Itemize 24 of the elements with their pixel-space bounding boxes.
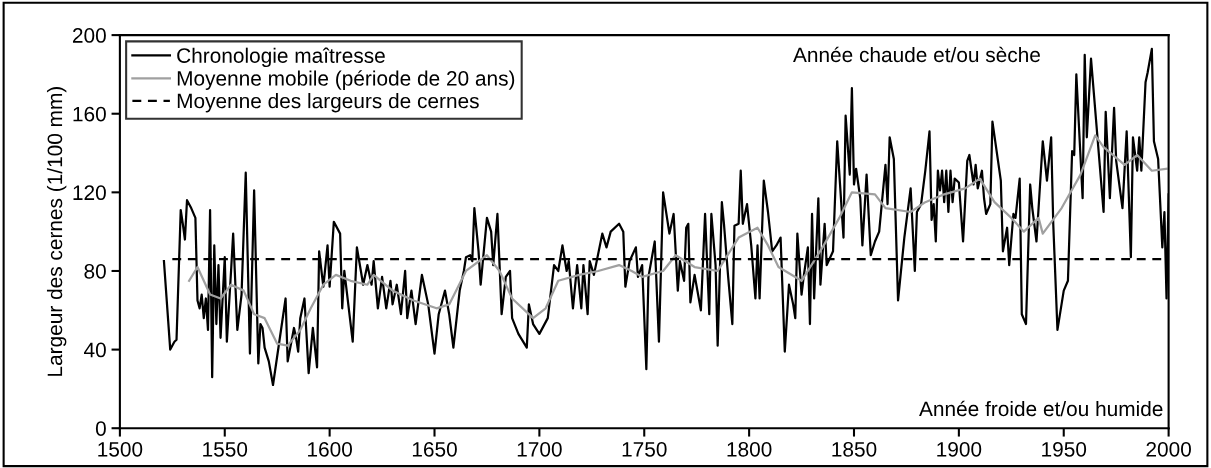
annotation: Année froide et/ou humide: [919, 400, 1163, 417]
y-tick-label: 0: [95, 421, 106, 436]
legend-label: Chronologie maîtresse: [177, 47, 385, 68]
annotation: Année chaude et/ou sèche: [793, 46, 1040, 63]
y-tick-label: 200: [72, 28, 106, 43]
x-tick-label: 1850: [832, 441, 877, 457]
x-tick-label: 1650: [412, 441, 457, 457]
x-tick-label: 1550: [203, 441, 248, 457]
x-tick-label: 1700: [517, 441, 562, 457]
legend-label: Moyenne mobile (période de 20 ans): [177, 70, 515, 90]
x-tick-label: 1800: [727, 441, 772, 457]
x-tick-label: 1900: [937, 441, 982, 457]
x-tick-label: 2000: [1146, 441, 1191, 457]
y-tick-label: 80: [84, 263, 106, 279]
x-tick-label: 1950: [1042, 441, 1087, 457]
y-tick-label: 160: [73, 106, 106, 122]
line-series: [187, 134, 1168, 347]
x-tick-label: 1750: [622, 441, 667, 457]
y-tick-label: 40: [84, 342, 106, 358]
x-tick-label: 1600: [308, 441, 352, 457]
legend-label: Moyenne des largeurs de cernes: [177, 93, 479, 113]
y-axis-title: Largeur des cernes (1/100 mm): [46, 87, 67, 376]
x-tick-label: 1500: [98, 441, 143, 457]
y-tick-label: 120: [73, 185, 106, 201]
